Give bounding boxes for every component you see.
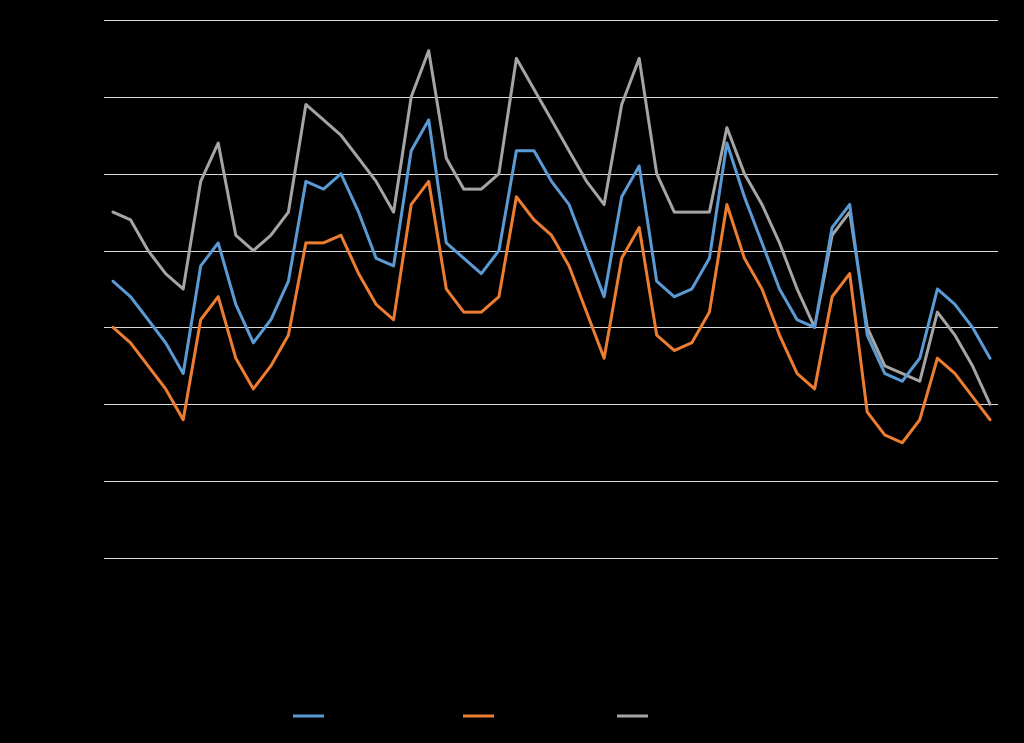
series-line-3 (111, 49, 992, 406)
gridlines (104, 20, 998, 559)
series-lines (111, 49, 992, 445)
series-line-2 (111, 179, 992, 445)
series-line-1 (111, 118, 992, 383)
